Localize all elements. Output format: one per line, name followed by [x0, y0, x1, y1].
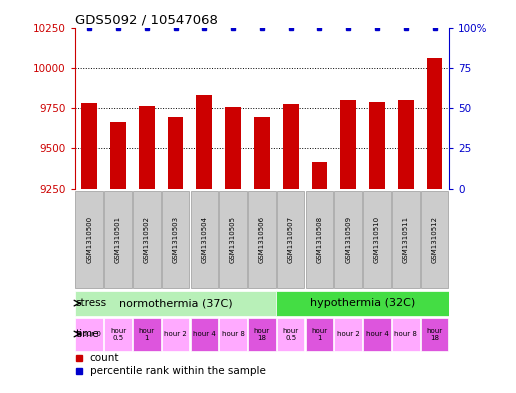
Text: GSM1310506: GSM1310506: [259, 216, 265, 263]
FancyBboxPatch shape: [277, 191, 304, 288]
Text: count: count: [90, 353, 119, 363]
FancyBboxPatch shape: [75, 191, 103, 288]
Text: hour 8: hour 8: [394, 331, 417, 337]
Text: hour
18: hour 18: [426, 327, 443, 340]
Text: time: time: [75, 329, 99, 339]
FancyBboxPatch shape: [392, 191, 420, 288]
FancyBboxPatch shape: [104, 191, 132, 288]
Text: percentile rank within the sample: percentile rank within the sample: [90, 366, 266, 376]
FancyBboxPatch shape: [162, 191, 189, 288]
FancyBboxPatch shape: [421, 191, 448, 288]
Text: hour 8: hour 8: [222, 331, 245, 337]
FancyBboxPatch shape: [305, 318, 333, 351]
Text: GDS5092 / 10547068: GDS5092 / 10547068: [75, 13, 218, 26]
Text: hour
0.5: hour 0.5: [110, 327, 126, 340]
Bar: [82, 103, 97, 189]
Text: hour 0: hour 0: [78, 331, 101, 337]
FancyBboxPatch shape: [334, 318, 362, 351]
Text: GSM1310502: GSM1310502: [144, 216, 150, 263]
Text: GSM1310512: GSM1310512: [431, 216, 438, 263]
FancyBboxPatch shape: [363, 318, 391, 351]
Text: hour
18: hour 18: [254, 327, 270, 340]
FancyBboxPatch shape: [75, 291, 276, 316]
Text: GSM1310500: GSM1310500: [86, 216, 92, 263]
FancyBboxPatch shape: [75, 318, 103, 351]
FancyBboxPatch shape: [276, 291, 449, 316]
Bar: [312, 162, 327, 189]
Text: GSM1310504: GSM1310504: [201, 216, 207, 263]
Text: hypothermia (32C): hypothermia (32C): [310, 298, 415, 308]
Bar: [168, 117, 184, 189]
FancyBboxPatch shape: [248, 191, 276, 288]
Text: hour 4: hour 4: [366, 331, 389, 337]
Bar: [225, 107, 241, 189]
Bar: [254, 117, 270, 189]
Text: hour 4: hour 4: [193, 331, 216, 337]
Text: hour
1: hour 1: [139, 327, 155, 340]
FancyBboxPatch shape: [162, 318, 189, 351]
FancyBboxPatch shape: [190, 191, 218, 288]
Bar: [369, 103, 385, 189]
Text: hour
0.5: hour 0.5: [283, 327, 299, 340]
FancyBboxPatch shape: [133, 318, 160, 351]
Text: stress: stress: [75, 298, 106, 308]
FancyBboxPatch shape: [133, 191, 160, 288]
Text: GSM1310508: GSM1310508: [316, 216, 322, 263]
Text: hour 2: hour 2: [337, 331, 360, 337]
Text: GSM1310510: GSM1310510: [374, 216, 380, 263]
Text: GSM1310509: GSM1310509: [345, 216, 351, 263]
Text: GSM1310503: GSM1310503: [172, 216, 179, 263]
Text: normothermia (37C): normothermia (37C): [119, 298, 232, 308]
FancyBboxPatch shape: [219, 318, 247, 351]
FancyBboxPatch shape: [248, 318, 276, 351]
Text: hour 2: hour 2: [164, 331, 187, 337]
FancyBboxPatch shape: [219, 191, 247, 288]
Bar: [283, 104, 299, 189]
FancyBboxPatch shape: [421, 318, 448, 351]
FancyBboxPatch shape: [305, 191, 333, 288]
Bar: [139, 107, 155, 189]
Bar: [110, 122, 126, 189]
FancyBboxPatch shape: [190, 318, 218, 351]
Text: GSM1310507: GSM1310507: [287, 216, 294, 263]
Bar: [427, 58, 442, 189]
Bar: [398, 100, 414, 189]
FancyBboxPatch shape: [334, 191, 362, 288]
FancyBboxPatch shape: [392, 318, 420, 351]
FancyBboxPatch shape: [277, 318, 304, 351]
Bar: [197, 95, 212, 189]
Bar: [340, 100, 356, 189]
Text: GSM1310511: GSM1310511: [403, 216, 409, 263]
FancyBboxPatch shape: [104, 318, 132, 351]
Text: GSM1310501: GSM1310501: [115, 216, 121, 263]
Text: hour
1: hour 1: [311, 327, 328, 340]
Text: GSM1310505: GSM1310505: [230, 216, 236, 263]
FancyBboxPatch shape: [363, 191, 391, 288]
